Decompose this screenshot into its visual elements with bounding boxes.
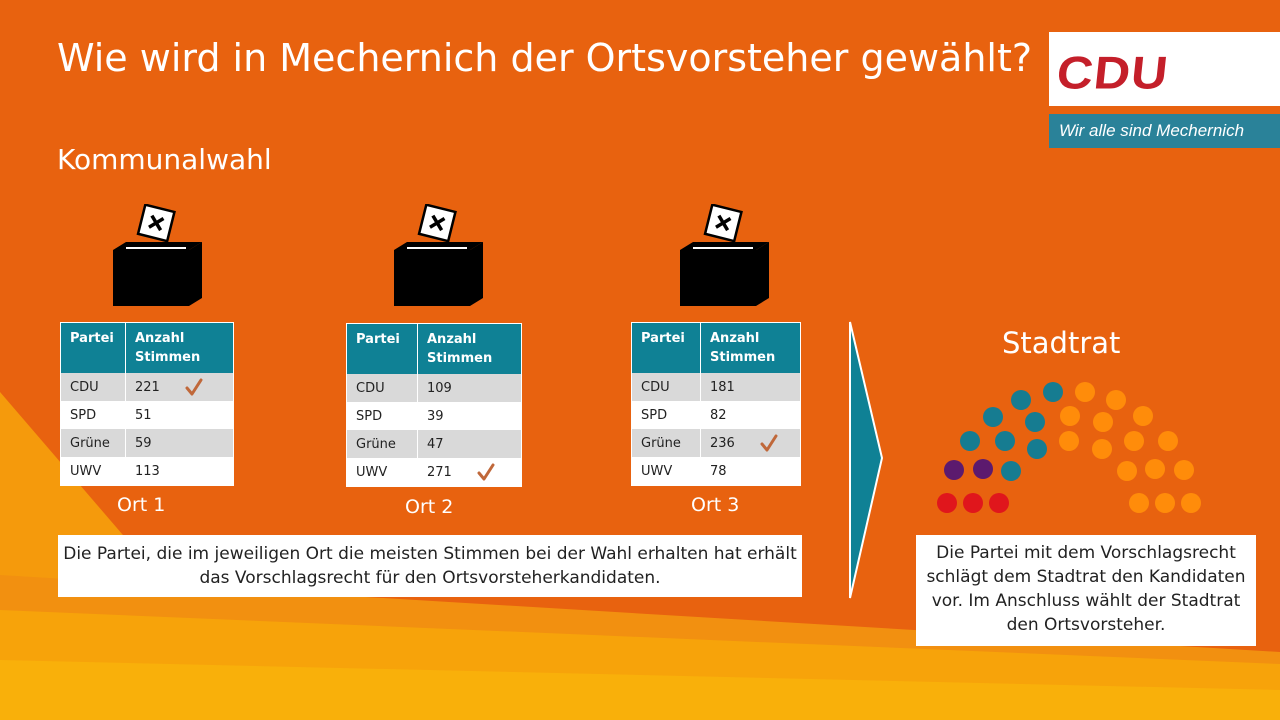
logo-brand: CDU <box>1054 47 1172 99</box>
table-row: CDU 109 <box>346 374 522 402</box>
ort-label: Ort 3 <box>691 494 740 516</box>
slide-title: Wie wird in Mechernich der Ortsvorsteher… <box>57 36 1033 80</box>
header-stimmen: Anzahl Stimmen <box>417 323 522 374</box>
header-partei: Partei <box>346 323 418 374</box>
vote-table-ort-1: Partei Anzahl Stimmen CDU 221 SPD 51 Grü… <box>60 322 234 486</box>
table-row: SPD 39 <box>346 402 522 430</box>
vote-table-ort-2: Partei Anzahl Stimmen CDU 109 SPD 39 Grü… <box>346 323 522 487</box>
header-stimmen: Anzahl Stimmen <box>125 322 234 373</box>
arrow-right-icon <box>849 321 884 599</box>
table-row: Grüne 47 <box>346 430 522 458</box>
table-row: Grüne 59 <box>60 429 234 457</box>
ballot-box-icon <box>394 204 483 306</box>
header-partei: Partei <box>631 322 701 373</box>
check-icon <box>760 434 778 452</box>
ort-label: Ort 1 <box>117 494 166 516</box>
ballot-box-icon <box>113 204 202 306</box>
table-row: Grüne 236 <box>631 429 801 457</box>
table-row: SPD 82 <box>631 401 801 429</box>
table-row: SPD 51 <box>60 401 234 429</box>
table-row: UWV 113 <box>60 457 234 486</box>
note-stadtrat: Die Partei mit dem Vorschlagsrecht schlä… <box>916 535 1256 646</box>
table-row: CDU 181 <box>631 373 801 401</box>
cdu-logo: CDU Wir alle sind Mechernich <box>1049 32 1280 148</box>
table-row: UWV 78 <box>631 457 801 486</box>
table-row: UWV 271 <box>346 458 522 487</box>
table-row: CDU 221 <box>60 373 234 401</box>
note-vorschlagsrecht: Die Partei, die im jeweiligen Ort die me… <box>58 535 802 597</box>
vote-table-ort-3: Partei Anzahl Stimmen CDU 181 SPD 82 Grü… <box>631 322 801 486</box>
header-stimmen: Anzahl Stimmen <box>700 322 801 373</box>
ort-label: Ort 2 <box>405 496 454 518</box>
header-partei: Partei <box>60 322 126 373</box>
logo-tagline: Wir alle sind Mechernich <box>1049 114 1280 148</box>
stadtrat-title: Stadtrat <box>1002 326 1121 360</box>
check-icon <box>185 378 203 396</box>
stadtrat-seat-chart <box>937 382 1201 513</box>
check-icon <box>477 463 495 481</box>
slide-subtitle: Kommunalwahl <box>57 143 272 176</box>
ballot-box-icon <box>680 204 769 306</box>
